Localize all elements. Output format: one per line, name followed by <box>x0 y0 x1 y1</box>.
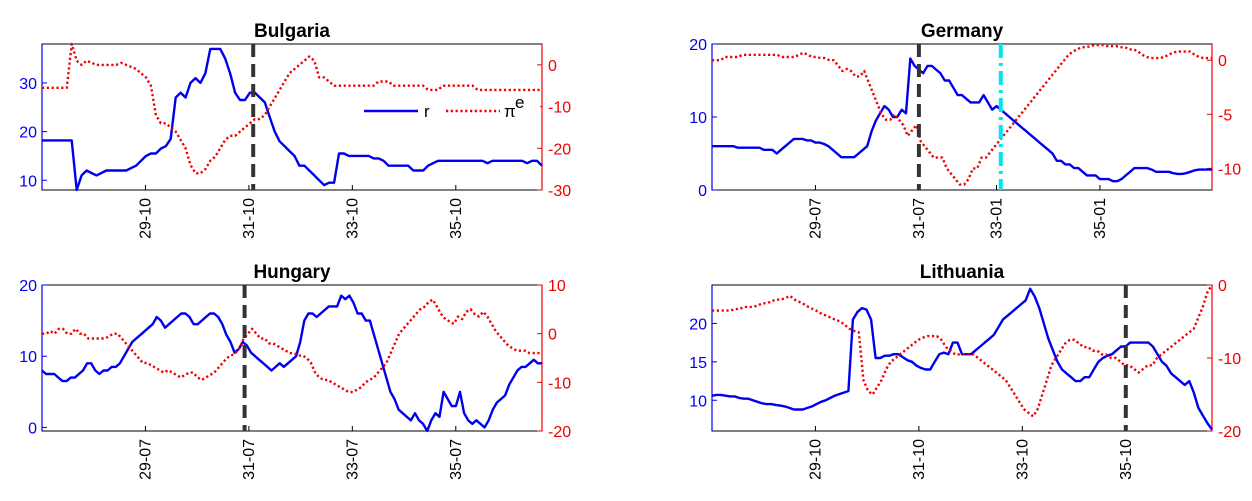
series-r-line <box>42 47 543 192</box>
panel-lithuania: Lithuania 10 15 20 -20 -10 0 29-10 31-10 33-10 35-… <box>689 262 1241 480</box>
y-right-tick-label: -10 <box>1218 161 1241 178</box>
y-left-tick-label: 20 <box>689 316 707 333</box>
x-tick-label: 33-07 <box>344 439 361 480</box>
x-tick-label: 29-10 <box>137 198 154 239</box>
y-left-tick-label: 10 <box>19 173 37 190</box>
series-pi-line <box>712 43 1212 186</box>
y-right-tick-label: -30 <box>548 183 571 200</box>
series-r-line <box>41 294 542 433</box>
y-right-tick-label: -10 <box>548 375 571 392</box>
series-pi-line <box>712 284 1214 418</box>
y-left-tick-label: 10 <box>19 349 37 366</box>
y-left-tick-label: 0 <box>28 420 37 437</box>
y-left-tick-label: 20 <box>19 125 37 142</box>
x-tick-label: 29-10 <box>807 439 824 480</box>
y-left-tick-label: 10 <box>689 393 707 410</box>
x-tick-label: 35-01 <box>1092 198 1109 239</box>
x-tick-label: 35-10 <box>448 198 465 239</box>
x-tick-label: 31-10 <box>911 439 928 480</box>
y-right-tick-label: -20 <box>1218 424 1241 441</box>
x-tick-label: 33-10 <box>344 198 361 239</box>
x-tick-label: 29-07 <box>137 439 154 480</box>
chart-title: Germany <box>921 21 1004 42</box>
series-r-line <box>712 57 1212 183</box>
chart-title: Bulgaria <box>254 21 330 42</box>
x-tick-label: 31-07 <box>241 439 258 480</box>
y-left-tick-label: 20 <box>19 278 37 295</box>
panel-germany: Germany 0 10 20 -10 -5 0 29-07 31-07 33-01 35-01 <box>689 21 1241 239</box>
y-right-tick-label: 0 <box>1218 53 1227 70</box>
plot-area <box>711 284 1213 432</box>
x-tick-label: 33-01 <box>988 198 1005 239</box>
x-tick-label: 29-07 <box>807 198 824 239</box>
legend-r-label: r <box>424 102 430 121</box>
chart-title: Hungary <box>253 262 331 283</box>
y-right-tick-label: -5 <box>1218 107 1232 124</box>
series-pi-line <box>42 42 542 175</box>
y-right-tick-label: -10 <box>1218 351 1241 368</box>
panel-hungary: Hungary 0 10 20 -20 -10 0 10 29-07 31-07 33-07 35-0… <box>19 262 571 480</box>
y-right-tick-label: -20 <box>548 424 571 441</box>
x-tick-label: 35-10 <box>1118 439 1135 480</box>
series-r-line <box>711 287 1213 431</box>
x-tick-label: 31-07 <box>911 198 928 239</box>
y-left-tick-label: 10 <box>689 110 707 127</box>
y-right-tick-label: 0 <box>548 58 557 75</box>
panel-bulgaria: Bulgaria 10 20 30 -30 -20 -10 0 29-10 31-10 33-10 3… <box>19 21 571 239</box>
y-left-tick-label: 15 <box>689 355 707 372</box>
y-left-tick-label: 30 <box>19 76 37 93</box>
y-right-tick-label: -20 <box>548 141 571 158</box>
y-left-tick-label: 20 <box>689 37 707 54</box>
y-right-tick-label: 0 <box>1218 278 1227 295</box>
x-tick-label: 35-07 <box>448 439 465 480</box>
legend-pi-label: π <box>504 102 516 121</box>
y-left-tick-label: 0 <box>698 183 707 200</box>
chart-title: Lithuania <box>920 262 1005 283</box>
y-right-tick-label: 10 <box>548 278 566 295</box>
y-right-tick-label: 0 <box>548 327 557 344</box>
x-tick-label: 31-10 <box>241 198 258 239</box>
legend-pi-superscript: e <box>515 93 524 112</box>
plot-area <box>41 284 543 432</box>
series-pi-line <box>42 298 542 394</box>
y-right-tick-label: -10 <box>548 100 571 117</box>
x-tick-label: 33-10 <box>1014 439 1031 480</box>
